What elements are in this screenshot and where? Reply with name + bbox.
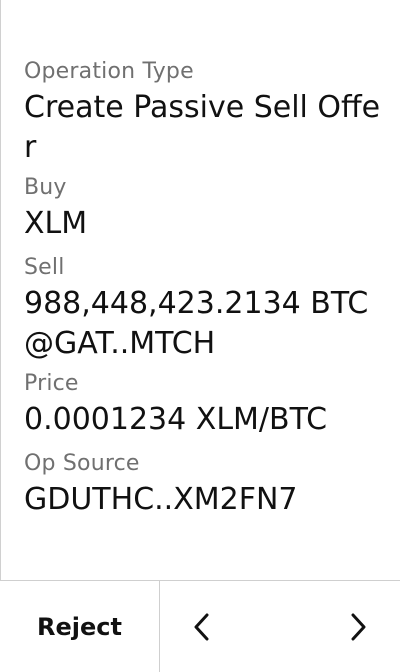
field-operation-type: Operation Type Create Passive Sell Offer [24, 56, 384, 168]
field-sell: Sell 988,448,423.2134 BTC@GAT..MTCH [24, 252, 384, 364]
field-label: Op Source [24, 451, 140, 476]
field-buy: Buy XLM [24, 172, 384, 244]
field-label: Buy [24, 175, 67, 200]
field-op-source: Op Source GDUTHC..XM2FN7 [24, 448, 384, 520]
reject-cell: Reject [0, 581, 160, 672]
field-value: XLM [24, 206, 88, 241]
chevron-left-icon [194, 613, 209, 640]
frame-divider [0, 0, 1, 580]
navigation-cell [160, 581, 400, 672]
chevron-right-icon [351, 613, 366, 640]
field-value: 0.0001234 XLM/BTC [24, 402, 328, 437]
operation-details: Operation Type Create Passive Sell Offer… [24, 56, 384, 528]
field-value: Create Passive Sell Offer [24, 90, 381, 165]
field-label: Sell [24, 255, 65, 280]
field-label: Operation Type [24, 59, 194, 84]
next-button[interactable] [328, 581, 388, 672]
field-value: GDUTHC..XM2FN7 [24, 482, 298, 517]
field-price: Price 0.0001234 XLM/BTC [24, 368, 384, 440]
reject-button[interactable]: Reject [37, 612, 122, 641]
previous-button[interactable] [172, 581, 232, 672]
action-bar: Reject [0, 580, 400, 672]
field-label: Price [24, 371, 79, 396]
field-value: 988,448,423.2134 BTC@GAT..MTCH [24, 286, 369, 361]
